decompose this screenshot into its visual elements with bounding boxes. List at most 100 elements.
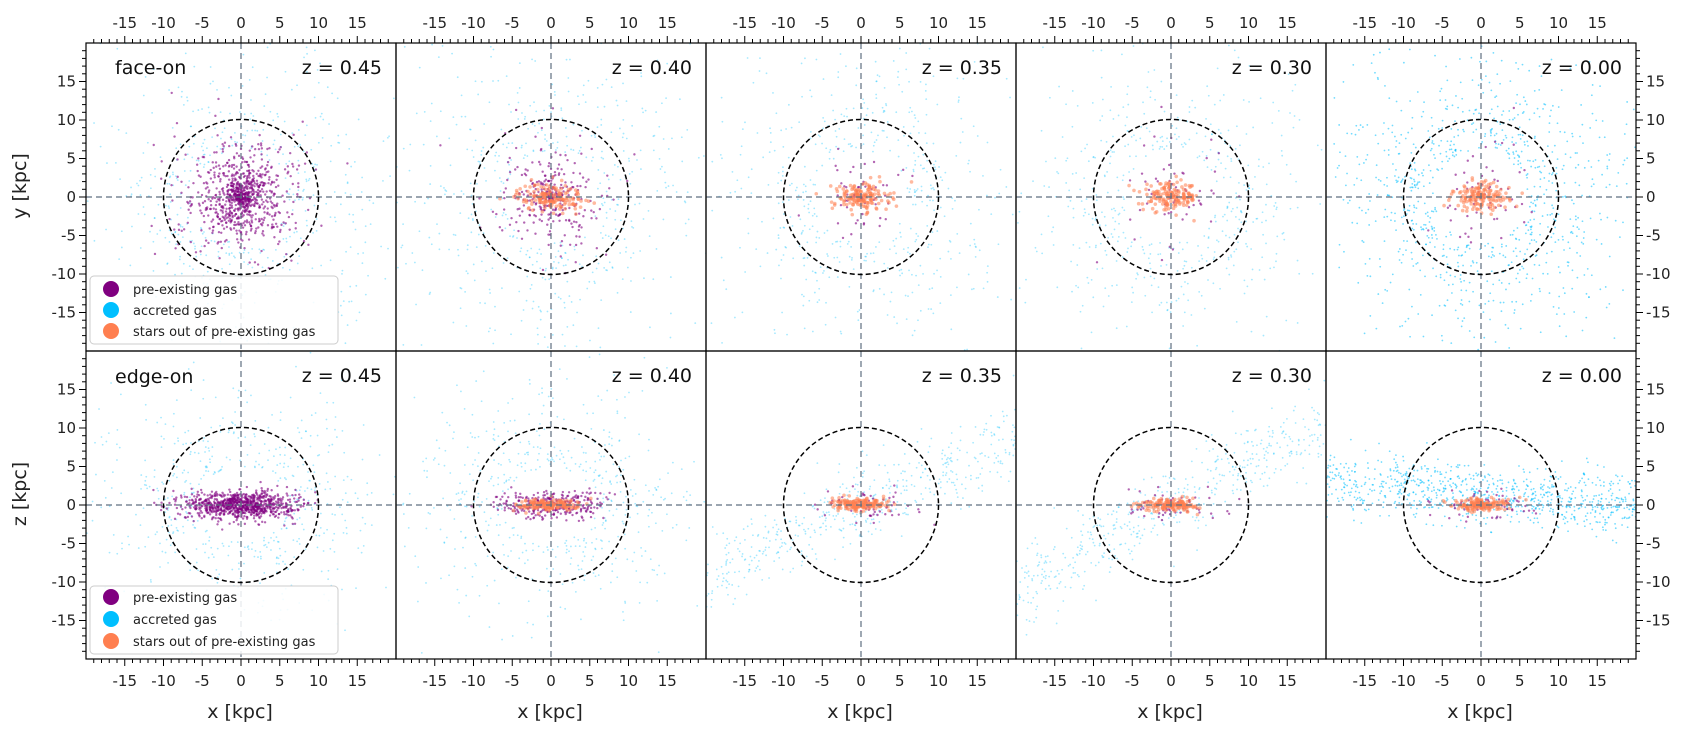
- accreted-gas-point: [1298, 118, 1301, 121]
- accreted-gas-point: [883, 293, 885, 296]
- accreted-gas-point: [305, 219, 308, 222]
- accreted-gas-point: [1424, 275, 1426, 278]
- accreted-gas-point: [457, 254, 460, 257]
- accreted-gas-point: [792, 257, 795, 260]
- accreted-gas-point: [1361, 126, 1364, 128]
- accreted-gas-point: [1512, 229, 1515, 232]
- accreted-gas-point: [1066, 157, 1069, 160]
- accreted-gas-point: [1377, 78, 1379, 81]
- pre-existing-gas-point: [1182, 172, 1185, 175]
- accreted-gas-point: [1474, 109, 1477, 111]
- pre-existing-gas-point: [213, 151, 216, 154]
- accreted-gas-point: [1431, 314, 1433, 317]
- accreted-gas-point: [1477, 84, 1480, 87]
- pre-existing-gas-point: [177, 223, 180, 226]
- accreted-gas-point: [539, 318, 542, 321]
- pre-existing-gas-point: [213, 173, 216, 177]
- accreted-gas-point: [1123, 198, 1125, 201]
- pre-existing-gas-point: [245, 191, 248, 194]
- accreted-gas-point: [470, 213, 473, 216]
- pre-existing-gas-point: [225, 238, 228, 242]
- accreted-gas-point: [1219, 99, 1222, 102]
- accreted-gas-point: [1615, 185, 1618, 188]
- pre-existing-gas-point: [508, 171, 512, 174]
- accreted-gas-point: [1114, 220, 1117, 223]
- accreted-gas-point: [1182, 325, 1185, 327]
- accreted-gas-point: [1569, 67, 1572, 70]
- pre-existing-gas-point: [1205, 156, 1208, 160]
- accreted-gas-point: [464, 115, 467, 118]
- accreted-gas-point: [591, 271, 594, 274]
- accreted-gas-point: [611, 266, 614, 269]
- accreted-gas-point: [1183, 260, 1186, 263]
- accreted-gas-point: [355, 284, 358, 287]
- accreted-gas-point: [1285, 163, 1288, 166]
- accreted-gas-point: [1496, 147, 1499, 149]
- accreted-gas-point: [494, 154, 497, 157]
- accreted-gas-point: [423, 110, 426, 113]
- accreted-gas-point: [1579, 255, 1582, 257]
- accreted-gas-point: [720, 256, 723, 259]
- accreted-gas-point: [897, 70, 900, 73]
- pre-existing-gas-point: [534, 214, 538, 218]
- accreted-gas-point: [939, 302, 942, 305]
- accreted-gas-point: [1555, 166, 1558, 169]
- accreted-gas-point: [1386, 176, 1388, 179]
- pre-existing-gas-point: [207, 198, 210, 201]
- accreted-gas-point: [927, 194, 929, 197]
- accreted-gas-point: [1508, 157, 1511, 160]
- accreted-gas-point: [1383, 216, 1386, 219]
- pre-existing-gas-point: [236, 190, 240, 193]
- accreted-gas-point: [1009, 96, 1011, 99]
- accreted-gas-point: [1364, 262, 1367, 265]
- pre-existing-gas-point: [246, 194, 250, 197]
- accreted-gas-point: [1533, 218, 1535, 221]
- pre-existing-gas-point: [235, 238, 239, 241]
- pre-existing-gas-point: [911, 174, 914, 178]
- accreted-gas-point: [912, 203, 914, 206]
- star-point: [1158, 181, 1162, 186]
- accreted-gas-point: [1378, 258, 1381, 260]
- pre-existing-gas-point: [1427, 229, 1430, 232]
- star-point: [879, 198, 884, 203]
- accreted-gas-point: [1176, 269, 1179, 272]
- pre-existing-gas-point: [538, 205, 542, 208]
- pre-existing-gas-point: [242, 221, 245, 225]
- accreted-gas-point: [786, 333, 788, 336]
- accreted-gas-point: [933, 163, 935, 166]
- accreted-gas-point: [342, 300, 345, 302]
- accreted-gas-point: [611, 267, 614, 269]
- pre-existing-gas-point: [295, 168, 299, 171]
- accreted-gas-point: [1534, 135, 1536, 138]
- accreted-gas-point: [1370, 62, 1373, 65]
- accreted-gas-point: [772, 92, 774, 94]
- accreted-gas-point: [1440, 334, 1443, 337]
- accreted-gas-point: [184, 52, 187, 55]
- accreted-gas-point: [1522, 267, 1525, 270]
- accreted-gas-point: [1391, 131, 1394, 134]
- accreted-gas-point: [1381, 302, 1384, 304]
- accreted-gas-point: [1431, 227, 1434, 230]
- accreted-gas-point: [518, 62, 521, 65]
- accreted-gas-point: [201, 108, 203, 110]
- accreted-gas-point: [1209, 148, 1212, 151]
- accreted-gas-point: [304, 210, 307, 212]
- accreted-gas-point: [1386, 185, 1389, 187]
- accreted-gas-point: [1065, 103, 1067, 106]
- accreted-gas-point: [1274, 202, 1277, 204]
- pre-existing-gas-point: [548, 230, 552, 233]
- accreted-gas-point: [1186, 241, 1189, 244]
- accreted-gas-point: [528, 256, 531, 259]
- accreted-gas-point: [291, 132, 294, 135]
- accreted-gas-point: [1388, 97, 1391, 100]
- pre-existing-gas-point: [269, 183, 273, 186]
- accreted-gas-point: [212, 80, 214, 83]
- accreted-gas-point: [1544, 103, 1547, 106]
- pre-existing-gas-point: [291, 182, 294, 186]
- accreted-gas-point: [329, 216, 332, 218]
- accreted-gas-point: [915, 274, 917, 277]
- accreted-gas-point: [1595, 119, 1598, 122]
- accreted-gas-point: [304, 171, 306, 173]
- accreted-gas-point: [1104, 224, 1107, 227]
- accreted-gas-point: [1395, 181, 1398, 184]
